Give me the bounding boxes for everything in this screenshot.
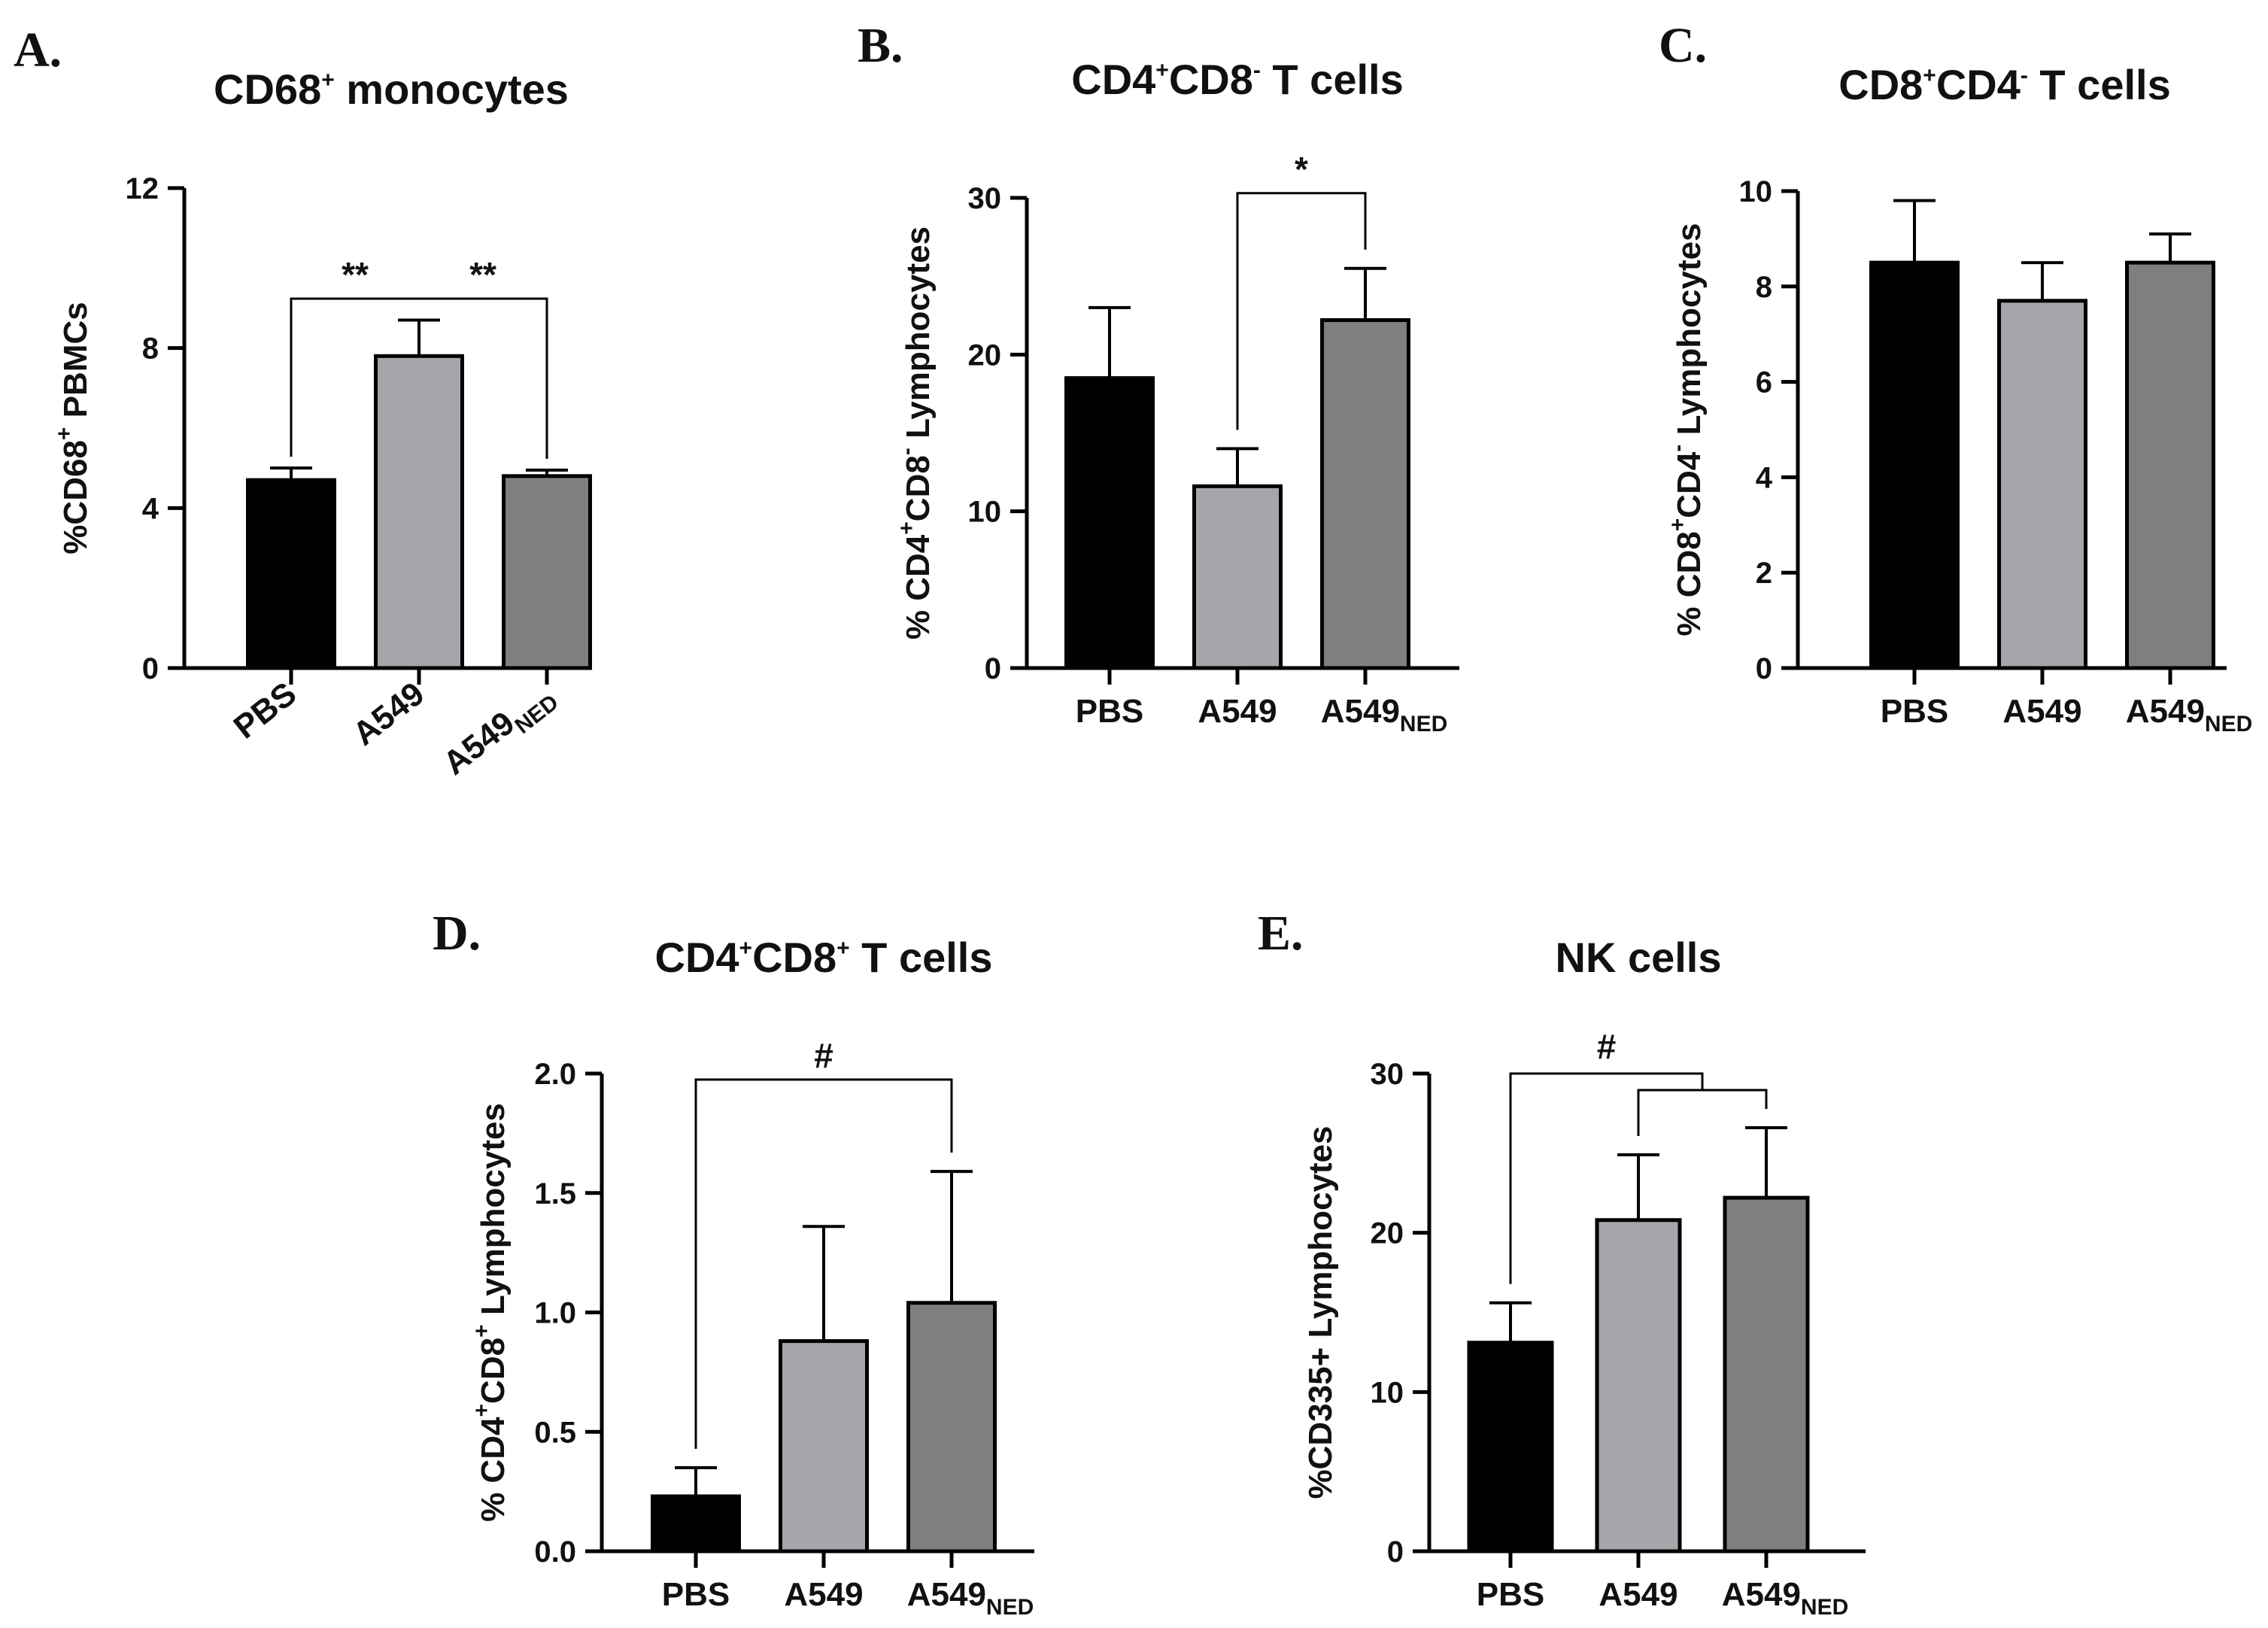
panel-c-bar-3 bbox=[2125, 260, 2215, 670]
panel-a-category-3: A549NED bbox=[436, 675, 563, 787]
panel-c-category-2: A549 bbox=[2002, 693, 2081, 730]
panel-d-bar-2 bbox=[779, 1339, 869, 1554]
panel-a-title: CD68+ monocytes bbox=[214, 65, 569, 113]
panel-b-ylabel: % CD4+CD8- Lymphocytes bbox=[894, 226, 937, 639]
panel-b-bar-1 bbox=[1064, 376, 1155, 670]
panel-b-category-2: A549 bbox=[1198, 693, 1277, 730]
panel-e-ytick-label-1: 10 bbox=[1371, 1376, 1404, 1409]
panel-e-bar-3 bbox=[1723, 1195, 1810, 1554]
panel-d-category-1: PBS bbox=[662, 1576, 730, 1613]
panel-d-bar-1 bbox=[651, 1494, 741, 1554]
panel-b-sig-1-bracket bbox=[1236, 192, 1367, 430]
panel-e-bar-2 bbox=[1595, 1218, 1682, 1554]
panel-d-ytick-label-4: 2.0 bbox=[534, 1058, 576, 1091]
panel-e-ytick-label-2: 20 bbox=[1371, 1217, 1404, 1250]
panel-c-category-3: A549NED bbox=[2126, 693, 2253, 737]
panel-d-title: CD4+CD8+ T cells bbox=[655, 934, 993, 981]
panel-c-letter: C. bbox=[1659, 18, 1707, 73]
panel-c-category-1: PBS bbox=[1881, 693, 1948, 730]
panel-a-sig-1-label: ** bbox=[342, 255, 369, 294]
panel-d-ytick-label-1: 0.5 bbox=[534, 1416, 576, 1449]
panel-e-title: NK cells bbox=[1556, 934, 1722, 981]
panel-c-ylabel: % CD8+CD4- Lymphocytes bbox=[1665, 223, 1708, 636]
panel-b-bar-3 bbox=[1320, 318, 1410, 670]
panel-b-category-1: PBS bbox=[1076, 693, 1143, 730]
panel-a-ytick-label-2: 8 bbox=[142, 333, 159, 366]
panel-e-ylabel: %CD335+ Lymphocytes bbox=[1302, 1125, 1339, 1499]
panel-c-ytick-label-1: 2 bbox=[1756, 557, 1772, 590]
panel-e-sig-1-label: # bbox=[1597, 1027, 1617, 1066]
panel-c-ytick-label-3: 6 bbox=[1756, 366, 1772, 399]
panel-e-category-3: A549NED bbox=[1722, 1576, 1849, 1620]
panel-a-bar-3 bbox=[502, 474, 592, 670]
panel-e-letter: E. bbox=[1258, 906, 1304, 961]
panel-d-sig-1-label: # bbox=[814, 1036, 833, 1075]
panel-e-bar-1 bbox=[1467, 1341, 1554, 1554]
panel-e-sig-1-outer-bracket bbox=[1509, 1072, 1704, 1284]
panel-b-ytick-label-0: 0 bbox=[985, 652, 1001, 685]
panel-c-bar-1 bbox=[1869, 260, 1960, 670]
panel-a-ytick-label-3: 12 bbox=[126, 172, 159, 205]
panel-c-ytick-label-4: 8 bbox=[1756, 271, 1772, 304]
panel-e: E. NK cells 0 10 20 30 PBS A549 A549NED %CD335+ L… bbox=[1258, 906, 1866, 1620]
panel-b: B. CD4+CD8- T cells 0 10 20 30 PBS A549 A549NED%… bbox=[858, 18, 1459, 737]
panel-a-category-2: A549 bbox=[346, 675, 431, 752]
panel-e-ytick-label-3: 30 bbox=[1371, 1058, 1404, 1091]
panel-a-bar-1 bbox=[246, 478, 336, 670]
panel-b-category-3: A549NED bbox=[1321, 693, 1448, 737]
panel-c-ytick-label-0: 0 bbox=[1756, 652, 1772, 685]
panel-c-title: CD8+CD4- T cells bbox=[1838, 61, 2170, 108]
panel-d-category-3: A549NED bbox=[907, 1576, 1034, 1620]
panel-a-sig-2-bracket bbox=[417, 297, 548, 459]
panel-d-ylabel: % CD4+CD8+ Lymphocytes bbox=[469, 1103, 512, 1522]
panel-d-ytick-label-2: 1.0 bbox=[534, 1297, 576, 1330]
panel-e-category-2: A549 bbox=[1599, 1576, 1677, 1613]
panel-d-category-2: A549 bbox=[784, 1576, 863, 1613]
panel-a-ytick-label-0: 0 bbox=[142, 652, 159, 685]
panel-c-bar-2 bbox=[1997, 299, 2087, 670]
panel-c: C. CD8+CD4- T cells 0 2 4 6 8 10 PBS A549 A549NED%… bbox=[1659, 18, 2252, 737]
panel-a-ylabel: %CD68+ PBMCs bbox=[52, 302, 94, 554]
panel-a-bar-2 bbox=[374, 354, 464, 670]
panel-c-ytick-label-5: 10 bbox=[1739, 175, 1773, 208]
panel-e-sig-1-inner-bracket bbox=[1637, 1089, 1768, 1136]
panel-b-title: CD4+CD8- T cells bbox=[1071, 56, 1403, 103]
panel-b-ytick-label-3: 30 bbox=[968, 182, 1002, 215]
panel-d: D. CD4+CD8+ T cells 0.0 0.5 1.0 1.5 2.0 PBS A549… bbox=[433, 906, 1034, 1620]
panel-a: A. CD68+ monocytes 0 4 8 12 PBS A549 A549NED %CD6… bbox=[14, 23, 592, 787]
panel-a-ytick-label-1: 4 bbox=[142, 492, 159, 525]
panel-a-letter: A. bbox=[14, 23, 62, 77]
panel-b-letter: B. bbox=[858, 18, 903, 73]
panel-b-bar-2 bbox=[1192, 484, 1283, 670]
panel-e-category-1: PBS bbox=[1477, 1576, 1544, 1613]
panel-a-sig-2-label: ** bbox=[469, 255, 496, 294]
panel-d-ytick-label-3: 1.5 bbox=[534, 1177, 576, 1210]
panel-b-sig-1-label: * bbox=[1295, 150, 1308, 189]
panel-b-ytick-label-1: 10 bbox=[968, 496, 1002, 529]
panel-a-category-1: PBS bbox=[227, 675, 303, 746]
panel-b-ytick-label-2: 20 bbox=[968, 339, 1002, 372]
panel-d-ytick-label-0: 0.0 bbox=[534, 1535, 576, 1569]
panel-d-letter: D. bbox=[433, 906, 481, 961]
panel-d-bar-3 bbox=[906, 1301, 997, 1554]
panel-d-sig-1-bracket bbox=[694, 1078, 953, 1449]
panel-c-ytick-label-2: 4 bbox=[1756, 461, 1773, 494]
panel-e-ytick-label-0: 0 bbox=[1387, 1535, 1404, 1569]
